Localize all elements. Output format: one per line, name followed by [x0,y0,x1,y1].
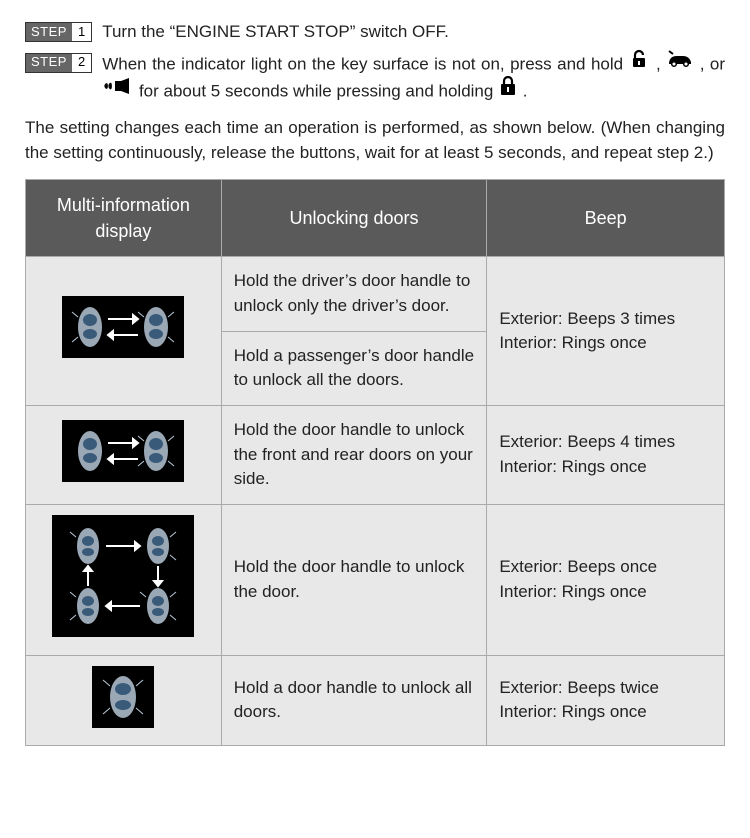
beep-cell: Exterior: Beeps 4 times Interior: Rings … [487,405,725,504]
step-2-sep-2: , or [700,54,725,73]
settings-table: Multi-information display Unlocking door… [25,179,725,746]
step-2-badge: STEP 2 [25,53,92,73]
beep-cell: Exterior: Beeps 3 times Interior: Rings … [487,257,725,406]
alarm-icon [103,77,133,103]
step-1-text: Turn the “ENGINE START STOP” switch OFF. [102,20,725,45]
step-2-part-c: . [523,82,528,101]
col-header-unlock: Unlocking doors [221,180,487,257]
beep-cell: Exterior: Beeps once Interior: Rings onc… [487,504,725,655]
settings-paragraph: The setting changes each time an operati… [25,116,725,165]
step-badge-num: 1 [72,23,91,41]
display-graphic-two-arrows [62,296,184,358]
display-graphic-four-corner [52,515,194,637]
step-2-text: When the indicator light on the key surf… [102,51,725,106]
col-header-beep: Beep [487,180,725,257]
unlock-cell: Hold the door handle to unlock the door. [221,504,487,655]
display-cell [26,655,222,746]
col-header-display: Multi-information display [26,180,222,257]
step-badge-label: STEP [26,54,72,72]
display-cell [26,504,222,655]
unlock-cell: Hold a passenger’s door handle to unlock… [221,331,487,405]
table-row: Hold the driver’s door handle to unlock … [26,257,725,331]
step-badge-label: STEP [26,23,72,41]
table-row: Hold the door handle to unlock the front… [26,405,725,504]
beep-cell: Exterior: Beeps twice Interior: Rings on… [487,655,725,746]
display-cell [26,405,222,504]
step-2-row: STEP 2 When the indicator light on the k… [25,51,725,106]
lock-icon [499,76,517,104]
unlock-icon [630,49,650,77]
step-badge-num: 2 [72,54,91,72]
trunk-icon [667,50,693,76]
step-2-sep-1: , [656,54,666,73]
unlock-cell: Hold a door handle to unlock all doors. [221,655,487,746]
unlock-cell: Hold the driver’s door handle to unlock … [221,257,487,331]
display-graphic-single [92,666,154,728]
step-1-row: STEP 1 Turn the “ENGINE START STOP” swit… [25,20,725,45]
table-row: Hold a door handle to unlock all doors. … [26,655,725,746]
display-graphic-two-arrows [62,420,184,482]
table-row: Hold the door handle to unlock the door.… [26,504,725,655]
step-1-badge: STEP 1 [25,22,92,42]
step-2-part-b: for about 5 seconds while pressing and h… [139,82,498,101]
step-2-part-a: When the indicator light on the key surf… [102,54,628,73]
unlock-cell: Hold the door handle to unlock the front… [221,405,487,504]
display-cell [26,257,222,406]
